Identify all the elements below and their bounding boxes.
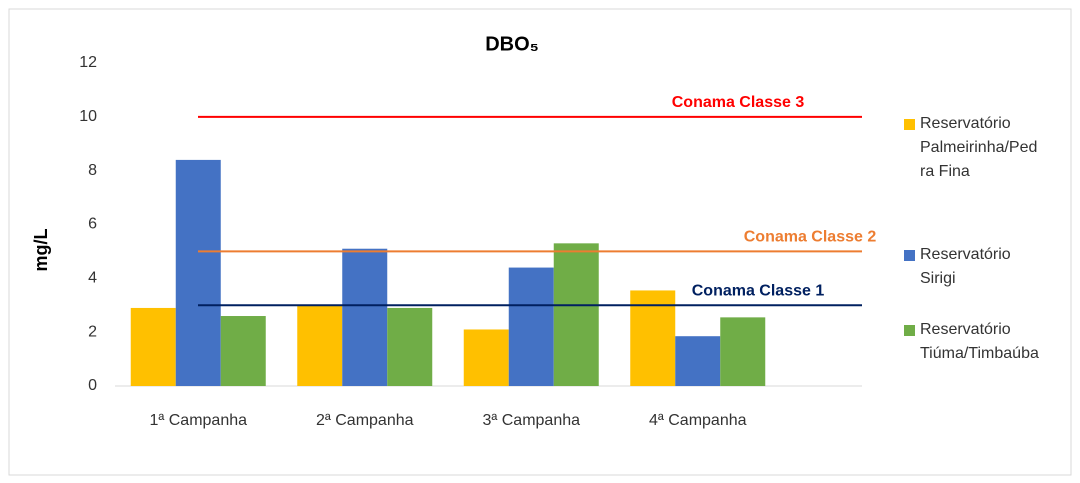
y-axis-label: mg/L bbox=[31, 228, 51, 271]
legend-swatch bbox=[904, 250, 915, 261]
reference-label: Conama Classe 3 bbox=[672, 94, 805, 111]
y-tick-label: 10 bbox=[79, 108, 97, 125]
y-tick-label: 4 bbox=[88, 270, 97, 287]
chart-title: DBO₅ bbox=[485, 33, 539, 55]
legend-label: Reservatório Palmeirinha/Pedra Fina bbox=[920, 115, 1038, 180]
x-tick-label: 4ª Campanha bbox=[649, 412, 747, 429]
x-tick-label: 2ª Campanha bbox=[316, 412, 414, 429]
x-tick-label: 1ª Campanha bbox=[149, 412, 247, 429]
legend-label: Reservatório Sirigi bbox=[920, 246, 1011, 287]
chart-frame bbox=[8, 8, 1072, 476]
y-tick-label: 12 bbox=[79, 54, 97, 71]
bar bbox=[553, 243, 599, 386]
bar bbox=[387, 307, 433, 386]
bar bbox=[675, 336, 721, 386]
bar bbox=[720, 317, 766, 386]
bar bbox=[297, 305, 343, 386]
bar bbox=[508, 267, 554, 386]
y-tick-label: 6 bbox=[88, 216, 97, 233]
bar bbox=[463, 329, 509, 386]
y-tick-label: 2 bbox=[88, 323, 97, 340]
y-tick-label: 0 bbox=[88, 377, 97, 394]
legend-swatch bbox=[904, 119, 915, 130]
legend-label: Reservatório Tiúma/Timbaúba bbox=[920, 321, 1039, 362]
legend-swatch bbox=[904, 325, 915, 336]
bar bbox=[130, 307, 176, 386]
bar bbox=[175, 159, 221, 386]
x-tick-label: 3ª Campanha bbox=[482, 412, 580, 429]
bar bbox=[342, 248, 388, 386]
reference-label: Conama Classe 2 bbox=[744, 229, 877, 246]
y-tick-label: 8 bbox=[88, 162, 97, 179]
reference-label: Conama Classe 1 bbox=[692, 282, 825, 299]
bar bbox=[220, 316, 266, 386]
bar bbox=[630, 290, 676, 386]
